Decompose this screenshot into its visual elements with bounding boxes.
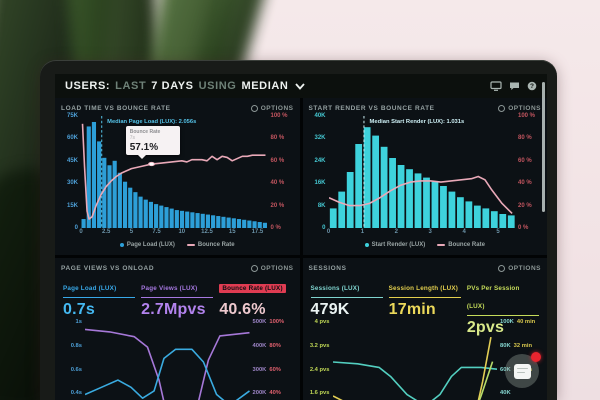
options-button[interactable]: OPTIONS	[250, 104, 294, 112]
metric-page-views[interactable]: Page Views (LUX) 2.7Mpvs	[141, 277, 214, 319]
y-axis-left: 1s 0.8s 0.6s 0.4s	[70, 318, 82, 397]
notification-badge	[531, 352, 541, 362]
chat-icon[interactable]	[509, 81, 520, 91]
tooltip-subtitle: 7s	[129, 135, 136, 142]
metric-value: 0.7s	[63, 301, 95, 318]
options-label: OPTIONS	[508, 264, 541, 272]
gear-icon	[250, 104, 258, 112]
chat-widget-button[interactable]	[505, 352, 541, 388]
y-axis-left: 75K 60K 45K 30K 15K 0	[66, 113, 78, 231]
metric-value: 2.7Mpvs	[141, 301, 206, 318]
gear-icon	[250, 264, 258, 272]
start-render-chart-plot[interactable]: Median Start Render (LUX): 1.031s	[329, 116, 516, 228]
metric-value: 479K	[310, 301, 350, 318]
panel-page-views-vs-onload: PAGE VIEWS VS ONLOAD OPTIONS Page Load (…	[55, 258, 300, 400]
metric-value: 40.6%	[219, 301, 266, 318]
users-filter-title[interactable]: USERS: LAST 7 DAYS USING MEDIAN	[65, 80, 306, 92]
chevron-down-icon[interactable]	[295, 82, 306, 90]
metric-label: Sessions (LUX)	[310, 285, 360, 292]
metric-value: 17min	[388, 301, 436, 318]
metric-row: Page Load (LUX) 0.7s Page Views (LUX) 2.…	[61, 276, 294, 318]
metric-page-load[interactable]: Page Load (LUX) 0.7s	[63, 277, 136, 319]
median-annotation: Median Start Render (LUX): 1.031s	[369, 119, 465, 125]
gear-icon	[498, 104, 506, 112]
tooltip-title: Bounce Rate	[129, 129, 161, 136]
sessions-chart-plot[interactable]	[333, 315, 498, 400]
median-annotation: Median Page Load (LUX): 2.056s	[107, 119, 197, 125]
panel-sessions: SESSIONS OPTIONS Sessions (LUX) 479K Ses…	[302, 258, 547, 400]
dashboard-grid: LOAD TIME VS BOUNCE RATE OPTIONS 75K 60K 4…	[55, 98, 547, 400]
last-label: LAST	[115, 80, 147, 92]
legend-bounce-rate: Bounce Rate	[448, 241, 485, 248]
page-views-chart-plot[interactable]	[85, 315, 250, 400]
y-axis-right: 100 % 80 % 60 % 40 % 20 % 0 %	[270, 113, 288, 231]
y-axis-left: 40K 32K 24K 16K 8K 0	[314, 113, 326, 231]
metric-value: 2pvs	[466, 319, 505, 336]
metric-sessions[interactable]: Sessions (LUX) 479K	[310, 277, 383, 337]
header-toolbar: ?	[490, 81, 537, 91]
metric-row: Sessions (LUX) 479K Session Length (LUX)…	[309, 276, 542, 336]
metric-label: Page Views (LUX)	[141, 285, 198, 292]
chart-legend: Page Load (LUX) Bounce Rate	[61, 238, 294, 251]
metric-bounce-rate[interactable]: Bounce Rate (LUX) 40.6%	[219, 277, 291, 319]
gear-icon	[498, 264, 506, 272]
metric-session-length[interactable]: Session Length (LUX) 17min	[388, 277, 461, 337]
legend-start-render: Start Render (LUX)	[371, 241, 426, 248]
metric-label: PVs Per Session (LUX)	[466, 285, 520, 310]
options-button[interactable]: OPTIONS	[498, 264, 541, 272]
monitor-icon[interactable]	[490, 81, 502, 91]
y-axis-right: 100 % 80 % 60 % 40 % 20 % 0 %	[518, 113, 536, 231]
options-button[interactable]: OPTIONS	[498, 104, 541, 112]
dashboard-screen: USERS: LAST 7 DAYS USING MEDIAN	[55, 74, 547, 400]
help-icon[interactable]: ?	[527, 81, 537, 91]
options-label: OPTIONS	[260, 104, 294, 112]
options-button[interactable]: OPTIONS	[250, 264, 294, 272]
options-label: OPTIONS	[260, 264, 294, 272]
range-label: 7 DAYS	[151, 80, 194, 92]
panel-start-render-vs-bounce-rate: START RENDER VS BOUNCE RATE OPTIONS 40K 3…	[302, 98, 547, 255]
panel-title: SESSIONS	[308, 264, 347, 272]
panel-title: LOAD TIME VS BOUNCE RATE	[61, 104, 171, 112]
dashboard-header: USERS: LAST 7 DAYS USING MEDIAN	[55, 74, 547, 98]
metric-pvs-per-session[interactable]: PVs Per Session (LUX) 2pvs	[466, 277, 539, 337]
aggregation-label: MEDIAN	[241, 80, 289, 92]
y-axis-left: 4 pvs 3.2 pvs 2.4 pvs 1.6 pvs	[309, 318, 330, 397]
metric-label: Bounce Rate (LUX)	[219, 284, 286, 293]
message-envelope-icon	[513, 363, 531, 379]
legend-bounce-rate: Bounce Rate	[197, 241, 235, 248]
chart-legend: Start Render (LUX) Bounce Rate	[309, 238, 542, 251]
chart-tooltip: Bounce Rate 7s 57.1%	[125, 126, 180, 160]
y-axis-right: 500K 100% 400K 80% 300K 60% 200K 40%	[252, 318, 285, 397]
laptop-bezel: USERS: LAST 7 DAYS USING MEDIAN	[40, 60, 557, 400]
tooltip-value: 57.1%	[129, 142, 159, 154]
scrollbar[interactable]	[542, 82, 545, 212]
panel-title: START RENDER VS BOUNCE RATE	[308, 104, 435, 112]
panel-load-time-vs-bounce-rate: LOAD TIME VS BOUNCE RATE OPTIONS 75K 60K 4…	[55, 98, 300, 255]
metric-label: Session Length (LUX)	[388, 285, 459, 292]
x-axis: 0 2.5 5 7.5 10 12.5 15 17.5	[79, 229, 264, 235]
options-label: OPTIONS	[508, 104, 541, 112]
legend-page-load: Page Load (LUX)	[126, 241, 175, 248]
users-label: USERS:	[65, 80, 111, 92]
load-time-chart-plot[interactable]: Median Page Load (LUX): 2.056s Bounce Ra…	[81, 116, 268, 228]
panel-title: PAGE VIEWS VS ONLOAD	[61, 264, 155, 272]
metric-label: Page Load (LUX)	[63, 285, 117, 292]
svg-text:?: ?	[530, 83, 534, 90]
using-label: USING	[198, 80, 237, 92]
